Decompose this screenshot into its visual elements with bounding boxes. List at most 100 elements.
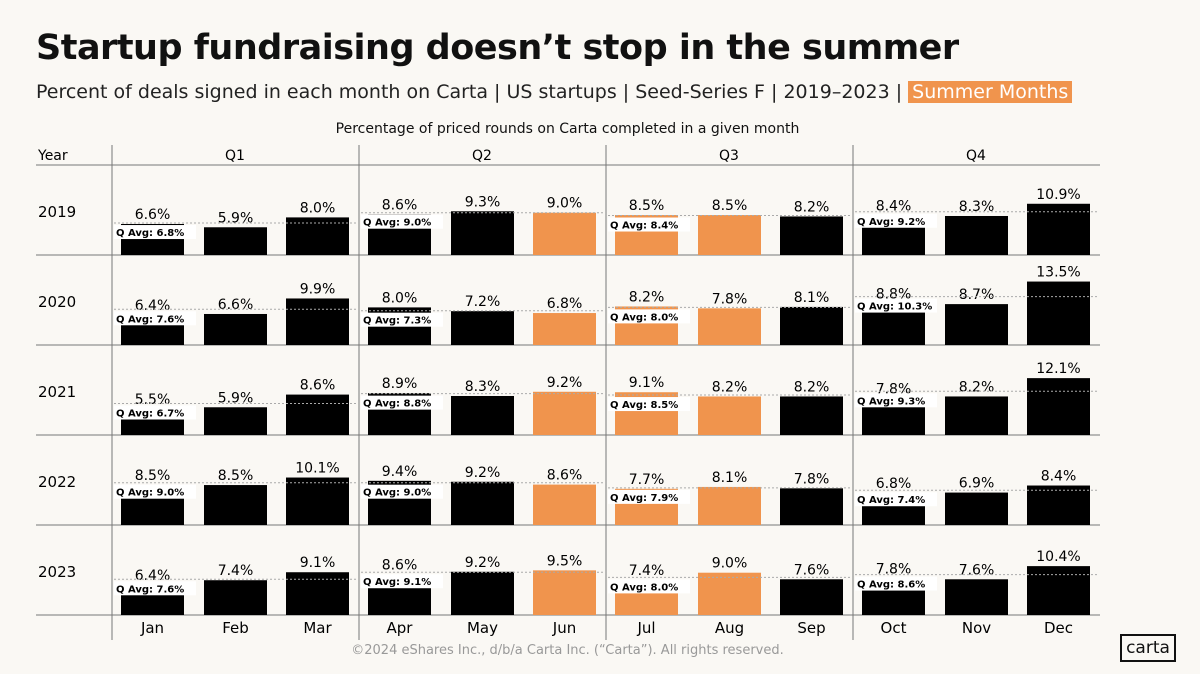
q-avg-label: Q Avg: 8.0%: [610, 582, 678, 593]
q-avg-label-bg: [855, 492, 937, 507]
data-label: 8.5%: [218, 468, 254, 484]
data-label: 8.1%: [712, 470, 748, 486]
q-avg-label: Q Avg: 10.3%: [857, 302, 932, 313]
q-avg-label-bg: [608, 579, 690, 594]
q-avg-label-bg: [361, 395, 443, 410]
data-label: 9.2%: [465, 555, 501, 571]
q-avg-label-bg: [855, 393, 937, 408]
month-label: Jan: [140, 619, 164, 637]
data-label: 7.8%: [712, 291, 748, 307]
data-label: 9.0%: [547, 196, 583, 212]
data-label: 8.6%: [300, 378, 336, 394]
q-avg-label-bg: [855, 576, 937, 591]
bar-2021-Aug: [698, 396, 761, 435]
month-label: Dec: [1044, 619, 1073, 637]
data-label: 8.2%: [959, 379, 995, 395]
q-avg-label: Q Avg: 9.2%: [857, 217, 925, 228]
q-avg-label: Q Avg: 8.5%: [610, 400, 678, 411]
q-avg-label-bg: [608, 397, 690, 412]
data-label: 6.9%: [959, 476, 995, 492]
summer-legend: Summer Months: [908, 81, 1073, 103]
bar-2020-Jun: [533, 313, 596, 345]
data-label: 7.7%: [629, 472, 665, 488]
data-label: 8.6%: [382, 558, 418, 574]
q-avg-label-bg: [608, 217, 690, 232]
data-label: 7.4%: [629, 563, 665, 579]
data-label: 10.1%: [295, 461, 339, 477]
q-avg-label-bg: [114, 405, 196, 420]
q-avg-label: Q Avg: 7.4%: [857, 495, 925, 506]
bar-2019-Aug: [698, 215, 761, 255]
bar-2022-Feb: [204, 485, 267, 525]
quarter-label: Q4: [966, 148, 986, 164]
bar-2021-Nov: [945, 396, 1008, 435]
data-label: 9.3%: [465, 194, 501, 210]
q-avg-label: Q Avg: 9.0%: [363, 218, 431, 229]
bar-2020-Mar: [286, 298, 349, 345]
year-label: 2019: [38, 203, 76, 221]
data-label: 9.9%: [300, 281, 336, 297]
bar-2022-Mar: [286, 477, 349, 525]
year-label: 2023: [38, 563, 76, 581]
data-label: 9.4%: [382, 464, 418, 480]
bar-2021-Sep: [780, 396, 843, 435]
carta-logo: carta: [1120, 634, 1176, 662]
data-label: 6.6%: [135, 207, 171, 223]
bar-2019-Dec: [1027, 203, 1090, 255]
month-label: Feb: [222, 619, 249, 637]
bar-2023-Feb: [204, 580, 267, 615]
q-avg-label: Q Avg: 8.6%: [857, 580, 925, 591]
q-avg-label: Q Avg: 9.3%: [857, 396, 925, 407]
bar-2023-Aug: [698, 572, 761, 615]
data-label: 8.5%: [629, 198, 665, 214]
q-avg-label-bg: [361, 214, 443, 229]
bar-2023-Sep: [780, 579, 843, 615]
data-label: 8.6%: [382, 198, 418, 214]
q-avg-label: Q Avg: 9.1%: [363, 577, 431, 588]
q-avg-label: Q Avg: 8.8%: [363, 399, 431, 410]
data-label: 7.4%: [218, 563, 254, 579]
year-label: 2020: [38, 293, 76, 311]
data-label: 8.2%: [712, 379, 748, 395]
subtitle-text: Percent of deals signed in each month on…: [36, 81, 903, 103]
q-avg-label: Q Avg: 8.4%: [610, 221, 678, 232]
data-label: 12.1%: [1036, 361, 1080, 377]
q-avg-label-bg: [608, 489, 690, 504]
data-label: 9.1%: [300, 555, 336, 571]
month-label: Mar: [303, 619, 332, 637]
bar-2019-Mar: [286, 217, 349, 255]
q-avg-label-bg: [114, 581, 196, 596]
month-label: Jun: [552, 619, 576, 637]
quarter-label: Q2: [472, 148, 492, 164]
q-avg-label: Q Avg: 6.8%: [116, 228, 184, 239]
data-label: 7.8%: [876, 561, 912, 577]
data-label: 8.0%: [300, 200, 336, 216]
bar-2020-Dec: [1027, 281, 1090, 345]
year-label: 2022: [38, 473, 76, 491]
bar-2023-Nov: [945, 579, 1008, 615]
q-avg-label: Q Avg: 7.3%: [363, 316, 431, 327]
data-label: 7.6%: [959, 562, 995, 578]
bar-2021-Mar: [286, 394, 349, 435]
data-label: 9.0%: [712, 556, 748, 572]
month-label: Aug: [715, 619, 744, 637]
q-avg-label-bg: [855, 298, 937, 313]
quarter-label: Q3: [719, 148, 739, 164]
bar-2019-Jun: [533, 212, 596, 255]
q-avg-label-bg: [855, 213, 937, 228]
q-avg-label: Q Avg: 7.6%: [116, 584, 184, 595]
bar-2021-Dec: [1027, 378, 1090, 435]
bar-2023-Mar: [286, 572, 349, 615]
data-label: 8.2%: [794, 199, 830, 215]
data-label: 8.1%: [794, 290, 830, 306]
data-label: 7.6%: [794, 562, 830, 578]
bar-2019-Sep: [780, 216, 843, 255]
data-label: 6.8%: [547, 296, 583, 312]
data-label: 9.2%: [547, 375, 583, 391]
data-label: 9.2%: [465, 465, 501, 481]
data-label: 8.9%: [382, 376, 418, 392]
bar-2022-Nov: [945, 492, 1008, 525]
data-label: 13.5%: [1036, 265, 1080, 281]
data-label: 8.0%: [382, 290, 418, 306]
